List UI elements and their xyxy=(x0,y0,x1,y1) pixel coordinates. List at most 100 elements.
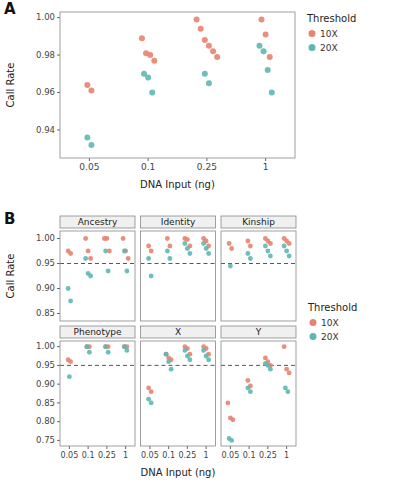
strip xyxy=(221,326,296,338)
x-tick xyxy=(69,446,70,449)
y-tick-label: 0.80 xyxy=(36,416,55,426)
dot xyxy=(164,352,169,357)
subplot-title: Kinship xyxy=(242,217,275,227)
legend-label: 20X xyxy=(321,332,339,342)
x-tick-label: 0.25 xyxy=(178,451,196,460)
dot xyxy=(83,256,88,261)
x-tick-label: 0.05 xyxy=(60,451,78,460)
y-tick xyxy=(57,55,60,56)
x-tick xyxy=(89,158,90,161)
x-tick-label: 0.1 xyxy=(243,451,256,460)
dot xyxy=(88,256,93,261)
plot-frame xyxy=(221,341,296,446)
dot xyxy=(230,417,235,422)
dot xyxy=(202,71,208,77)
y-tick-label: 0.95 xyxy=(36,258,55,268)
dot xyxy=(206,43,212,49)
x-tick-label: 1 xyxy=(204,451,209,460)
dot xyxy=(167,256,172,261)
x-tick-label: 0.05 xyxy=(79,162,99,172)
x-tick-label: 0.25 xyxy=(197,162,217,172)
dot xyxy=(287,254,292,259)
x-tick xyxy=(168,446,169,449)
dot xyxy=(166,359,171,364)
dot xyxy=(268,254,273,259)
dot xyxy=(151,58,157,64)
reference-line xyxy=(60,365,135,366)
x-tick-label: 1 xyxy=(123,451,128,460)
y-tick-label: 0.75 xyxy=(36,435,55,445)
x-tick xyxy=(187,446,188,449)
dot xyxy=(87,350,92,355)
y-tick-label: 0.85 xyxy=(36,308,55,318)
legend-marker xyxy=(309,30,316,37)
dot xyxy=(149,400,154,405)
panel-label: A xyxy=(4,0,16,18)
dot xyxy=(245,239,250,244)
x-tick xyxy=(88,446,89,449)
dot xyxy=(182,348,187,353)
dot xyxy=(146,256,151,261)
dot xyxy=(84,344,89,349)
dot xyxy=(206,357,211,362)
dot xyxy=(86,249,91,254)
dot xyxy=(164,352,169,357)
y-tick-label: 0.98 xyxy=(36,50,55,60)
y-tick xyxy=(57,440,60,441)
plot-area xyxy=(221,236,296,268)
legend: Threshold10X20X xyxy=(307,302,357,342)
y-tick xyxy=(57,263,60,264)
x-tick xyxy=(106,446,107,449)
dot xyxy=(149,389,154,394)
y-tick-label: 0.90 xyxy=(36,283,55,293)
dot xyxy=(146,244,151,249)
reference-line xyxy=(141,263,216,264)
plot-area xyxy=(84,16,274,147)
dot xyxy=(269,89,275,95)
y-axis-label: Call Rate xyxy=(5,254,16,299)
dot xyxy=(287,241,292,246)
dot xyxy=(145,75,151,81)
x-tick xyxy=(265,158,266,161)
dot xyxy=(139,35,145,41)
dot xyxy=(187,251,192,256)
x-tick xyxy=(206,446,207,449)
dot xyxy=(206,80,212,86)
legend-title: Threshold xyxy=(307,302,357,313)
panel: Identity xyxy=(141,216,216,321)
dot xyxy=(263,244,268,249)
y-tick xyxy=(57,238,60,239)
dot xyxy=(88,142,94,148)
y-tick-label: 0.94 xyxy=(36,125,55,135)
dot xyxy=(245,378,250,383)
subplot-title: X xyxy=(175,327,181,337)
subplot-title: Identity xyxy=(161,217,196,227)
reference-line xyxy=(141,365,216,366)
dot xyxy=(68,359,73,364)
dot xyxy=(68,299,73,304)
legend-marker xyxy=(310,333,317,340)
dot xyxy=(149,249,154,254)
panel-label: B xyxy=(4,210,15,228)
x-tick xyxy=(125,446,126,449)
y-tick-label: 0.95 xyxy=(36,360,55,370)
dot xyxy=(268,367,273,372)
plot-frame xyxy=(60,231,135,321)
dot xyxy=(106,269,111,274)
dot xyxy=(198,26,204,32)
dot xyxy=(83,236,88,241)
dot xyxy=(106,350,111,355)
x-tick xyxy=(249,446,250,449)
plot-frame xyxy=(60,341,135,446)
y-tick xyxy=(57,346,60,347)
dot xyxy=(282,344,287,349)
dot xyxy=(84,134,90,140)
plot-area xyxy=(60,344,135,379)
x-tick-label: 0.1 xyxy=(162,451,175,460)
x-axis-label: DNA Input (ng) xyxy=(140,179,215,190)
dot xyxy=(284,249,289,254)
panel: X0.050.10.251DNA Input (ng) xyxy=(141,326,216,478)
dot xyxy=(167,244,172,249)
panel: Phenotype0.750.800.850.900.951.000.050.1… xyxy=(36,326,135,460)
dot xyxy=(287,370,292,375)
